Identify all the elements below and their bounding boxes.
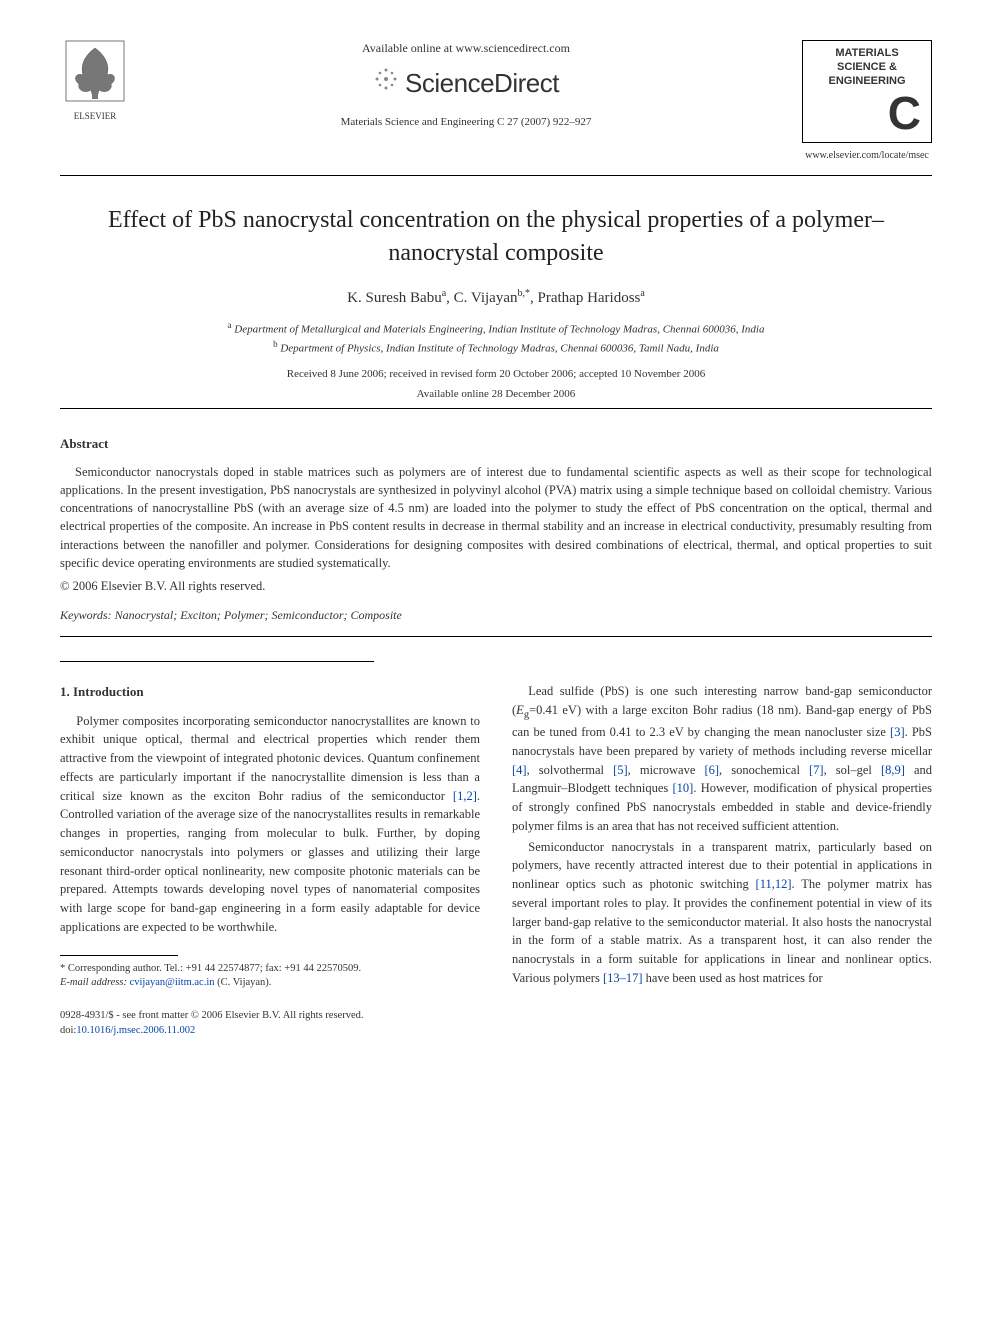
journal-cover: MATERIALS SCIENCE & ENGINEERING C bbox=[802, 40, 932, 143]
sciencedirect-burst-icon bbox=[373, 65, 399, 101]
section-heading: 1. Introduction bbox=[60, 682, 480, 702]
article-title: Effect of PbS nanocrystal concentration … bbox=[60, 204, 932, 269]
journal-reference: Materials Science and Engineering C 27 (… bbox=[150, 115, 782, 130]
author: Prathap Haridossa bbox=[538, 290, 645, 306]
elsevier-logo: ELSEVIER bbox=[60, 40, 130, 123]
header-center: Available online at www.sciencedirect.co… bbox=[130, 40, 802, 131]
elsevier-tree-icon bbox=[65, 40, 125, 110]
divider bbox=[60, 408, 932, 409]
doi-label: doi: bbox=[60, 1025, 76, 1036]
footnote-separator bbox=[60, 955, 178, 956]
journal-url[interactable]: www.elsevier.com/locate/msec bbox=[802, 149, 932, 163]
email-link[interactable]: cvijayan@iitm.ac.in bbox=[130, 977, 215, 988]
body-paragraph: Lead sulfide (PbS) is one such interesti… bbox=[512, 682, 932, 835]
article-online-date: Available online 28 December 2006 bbox=[60, 387, 932, 402]
footer: 0928-4931/$ - see front matter © 2006 El… bbox=[60, 1009, 932, 1038]
doi-link[interactable]: 10.1016/j.msec.2006.11.002 bbox=[76, 1025, 195, 1036]
keywords-list: Nanocrystal; Exciton; Polymer; Semicondu… bbox=[115, 608, 402, 622]
sciencedirect-text: ScienceDirect bbox=[405, 65, 559, 101]
ref-link[interactable]: [8,9] bbox=[881, 763, 905, 777]
journal-cover-box: MATERIALS SCIENCE & ENGINEERING C www.el… bbox=[802, 40, 932, 163]
ref-link[interactable]: [7] bbox=[809, 763, 824, 777]
journal-cover-letter: C bbox=[807, 90, 927, 136]
ref-link[interactable]: [5] bbox=[613, 763, 628, 777]
journal-cover-line: ENGINEERING bbox=[807, 75, 927, 89]
ref-link[interactable]: [10] bbox=[673, 781, 694, 795]
left-column: 1. Introduction Polymer composites incor… bbox=[60, 682, 480, 991]
keywords-line: Keywords: Nanocrystal; Exciton; Polymer;… bbox=[60, 607, 932, 624]
body-paragraph: Semiconductor nanocrystals in a transpar… bbox=[512, 838, 932, 988]
affiliation: b Department of Physics, Indian Institut… bbox=[60, 338, 932, 357]
keywords-label: Keywords: bbox=[60, 608, 112, 622]
body-paragraph: Polymer composites incorporating semicon… bbox=[60, 712, 480, 937]
abstract-text: Semiconductor nanocrystals doped in stab… bbox=[60, 463, 932, 572]
abstract-heading: Abstract bbox=[60, 435, 932, 453]
journal-header: ELSEVIER Available online at www.science… bbox=[60, 40, 932, 176]
right-column: Lead sulfide (PbS) is one such interesti… bbox=[512, 682, 932, 991]
elsevier-label: ELSEVIER bbox=[74, 110, 117, 123]
available-online-text: Available online at www.sciencedirect.co… bbox=[150, 40, 782, 57]
affiliations: a Department of Metallurgical and Materi… bbox=[60, 319, 932, 357]
body-columns: 1. Introduction Polymer composites incor… bbox=[60, 682, 932, 991]
divider bbox=[60, 636, 932, 637]
journal-cover-line: MATERIALS bbox=[807, 47, 927, 61]
affiliation: a Department of Metallurgical and Materi… bbox=[60, 319, 932, 338]
ref-link[interactable]: [1,2] bbox=[453, 789, 477, 803]
author: K. Suresh Babua bbox=[347, 290, 446, 306]
corresponding-author-footnote: * Corresponding author. Tel.: +91 44 225… bbox=[60, 962, 480, 991]
journal-cover-line: SCIENCE & bbox=[807, 61, 927, 75]
article-dates: Received 8 June 2006; received in revise… bbox=[60, 367, 932, 382]
footer-copyright: 0928-4931/$ - see front matter © 2006 El… bbox=[60, 1010, 363, 1021]
short-divider bbox=[60, 661, 374, 662]
ref-link[interactable]: [6] bbox=[704, 763, 719, 777]
ref-link[interactable]: [3] bbox=[890, 725, 905, 739]
abstract-copyright: © 2006 Elsevier B.V. All rights reserved… bbox=[60, 578, 932, 596]
author: C. Vijayanb,* bbox=[454, 290, 530, 306]
sciencedirect-logo: ScienceDirect bbox=[373, 65, 559, 101]
authors-line: K. Suresh Babua, C. Vijayanb,*, Prathap … bbox=[60, 287, 932, 309]
ref-link[interactable]: [11,12] bbox=[756, 877, 792, 891]
ref-link[interactable]: [13–17] bbox=[603, 971, 643, 985]
ref-link[interactable]: [4] bbox=[512, 763, 527, 777]
